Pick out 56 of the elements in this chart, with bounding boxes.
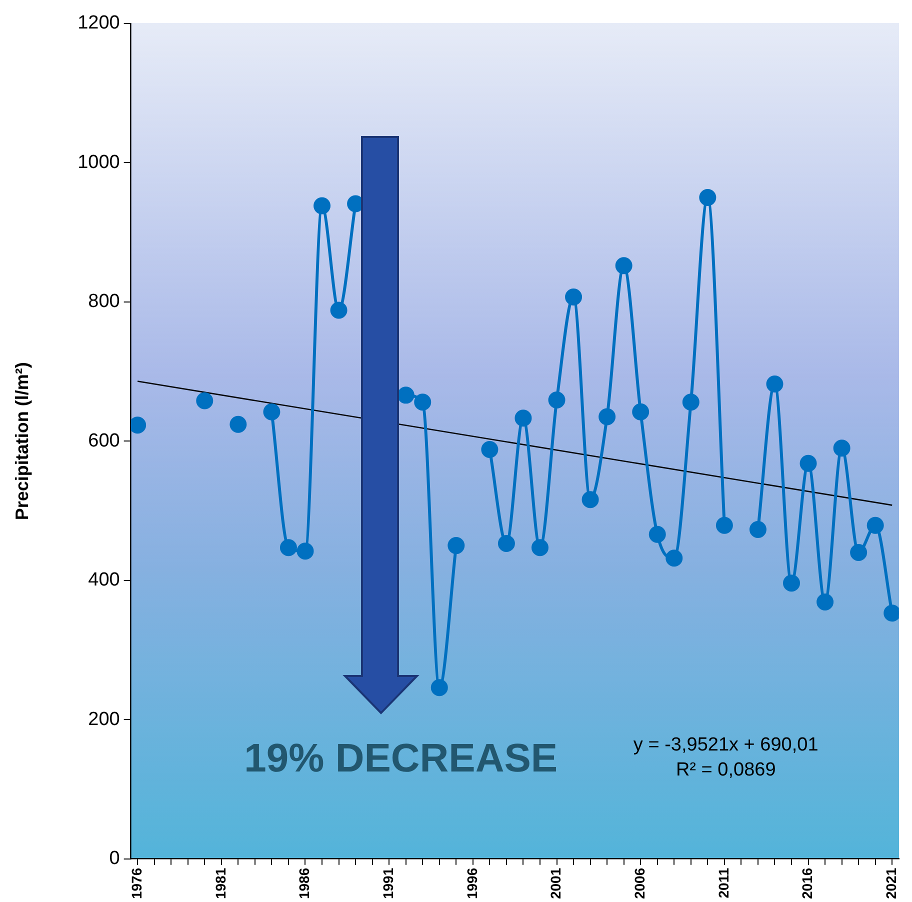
point bbox=[296, 542, 314, 560]
point bbox=[582, 491, 599, 508]
y-tick-label: 200 bbox=[88, 708, 120, 730]
y-tick-label: 1000 bbox=[78, 152, 120, 173]
x-tick-label: 1996 bbox=[464, 868, 480, 900]
point bbox=[632, 403, 650, 420]
x-tick-label: 1981 bbox=[212, 868, 228, 900]
y-axis-title: Precipitation (l/m²) bbox=[12, 362, 32, 520]
point bbox=[648, 526, 666, 543]
point bbox=[481, 440, 498, 458]
annotation: 19% DECREASE bbox=[244, 736, 558, 780]
point bbox=[699, 188, 716, 206]
point bbox=[130, 416, 146, 434]
point bbox=[866, 516, 884, 534]
point bbox=[783, 574, 800, 592]
point bbox=[800, 454, 817, 472]
point bbox=[565, 288, 582, 306]
point bbox=[548, 392, 566, 409]
point bbox=[666, 550, 683, 567]
point bbox=[850, 544, 868, 562]
point bbox=[330, 302, 348, 319]
x-tick-label: 2011 bbox=[715, 868, 732, 898]
point bbox=[280, 539, 297, 556]
annotation: y = -3,9521x + 690,01 bbox=[633, 734, 818, 756]
point bbox=[498, 534, 515, 552]
y-tick-label: 600 bbox=[88, 430, 120, 452]
x-tick-label: 2021 bbox=[882, 868, 899, 900]
point bbox=[397, 386, 414, 404]
x-tick-label: 1991 bbox=[380, 868, 396, 900]
point bbox=[514, 410, 532, 427]
point bbox=[598, 408, 616, 426]
x-tick-label: 2006 bbox=[631, 868, 648, 900]
point bbox=[766, 376, 784, 393]
point bbox=[414, 394, 432, 411]
point bbox=[314, 197, 331, 214]
point bbox=[263, 403, 280, 420]
point bbox=[816, 593, 834, 610]
point bbox=[531, 539, 548, 556]
y-tick-label: 0 bbox=[109, 848, 120, 870]
x-tick-label: 2001 bbox=[548, 868, 564, 900]
point bbox=[196, 392, 214, 410]
point bbox=[716, 516, 733, 534]
y-tick-label: 800 bbox=[88, 291, 120, 312]
point bbox=[682, 394, 700, 411]
x-tick-label: 1976 bbox=[128, 868, 144, 900]
y-tick-label: 400 bbox=[88, 570, 120, 591]
point bbox=[615, 257, 632, 274]
point bbox=[448, 537, 465, 554]
point bbox=[430, 679, 448, 696]
point bbox=[230, 416, 247, 433]
y-tick-label: 1200 bbox=[78, 12, 120, 34]
x-tick-label: 1986 bbox=[296, 868, 312, 900]
annotation: R² = 0,0869 bbox=[676, 760, 776, 781]
point bbox=[749, 521, 766, 538]
x-tick-label: 2016 bbox=[799, 868, 816, 900]
point bbox=[833, 440, 850, 457]
